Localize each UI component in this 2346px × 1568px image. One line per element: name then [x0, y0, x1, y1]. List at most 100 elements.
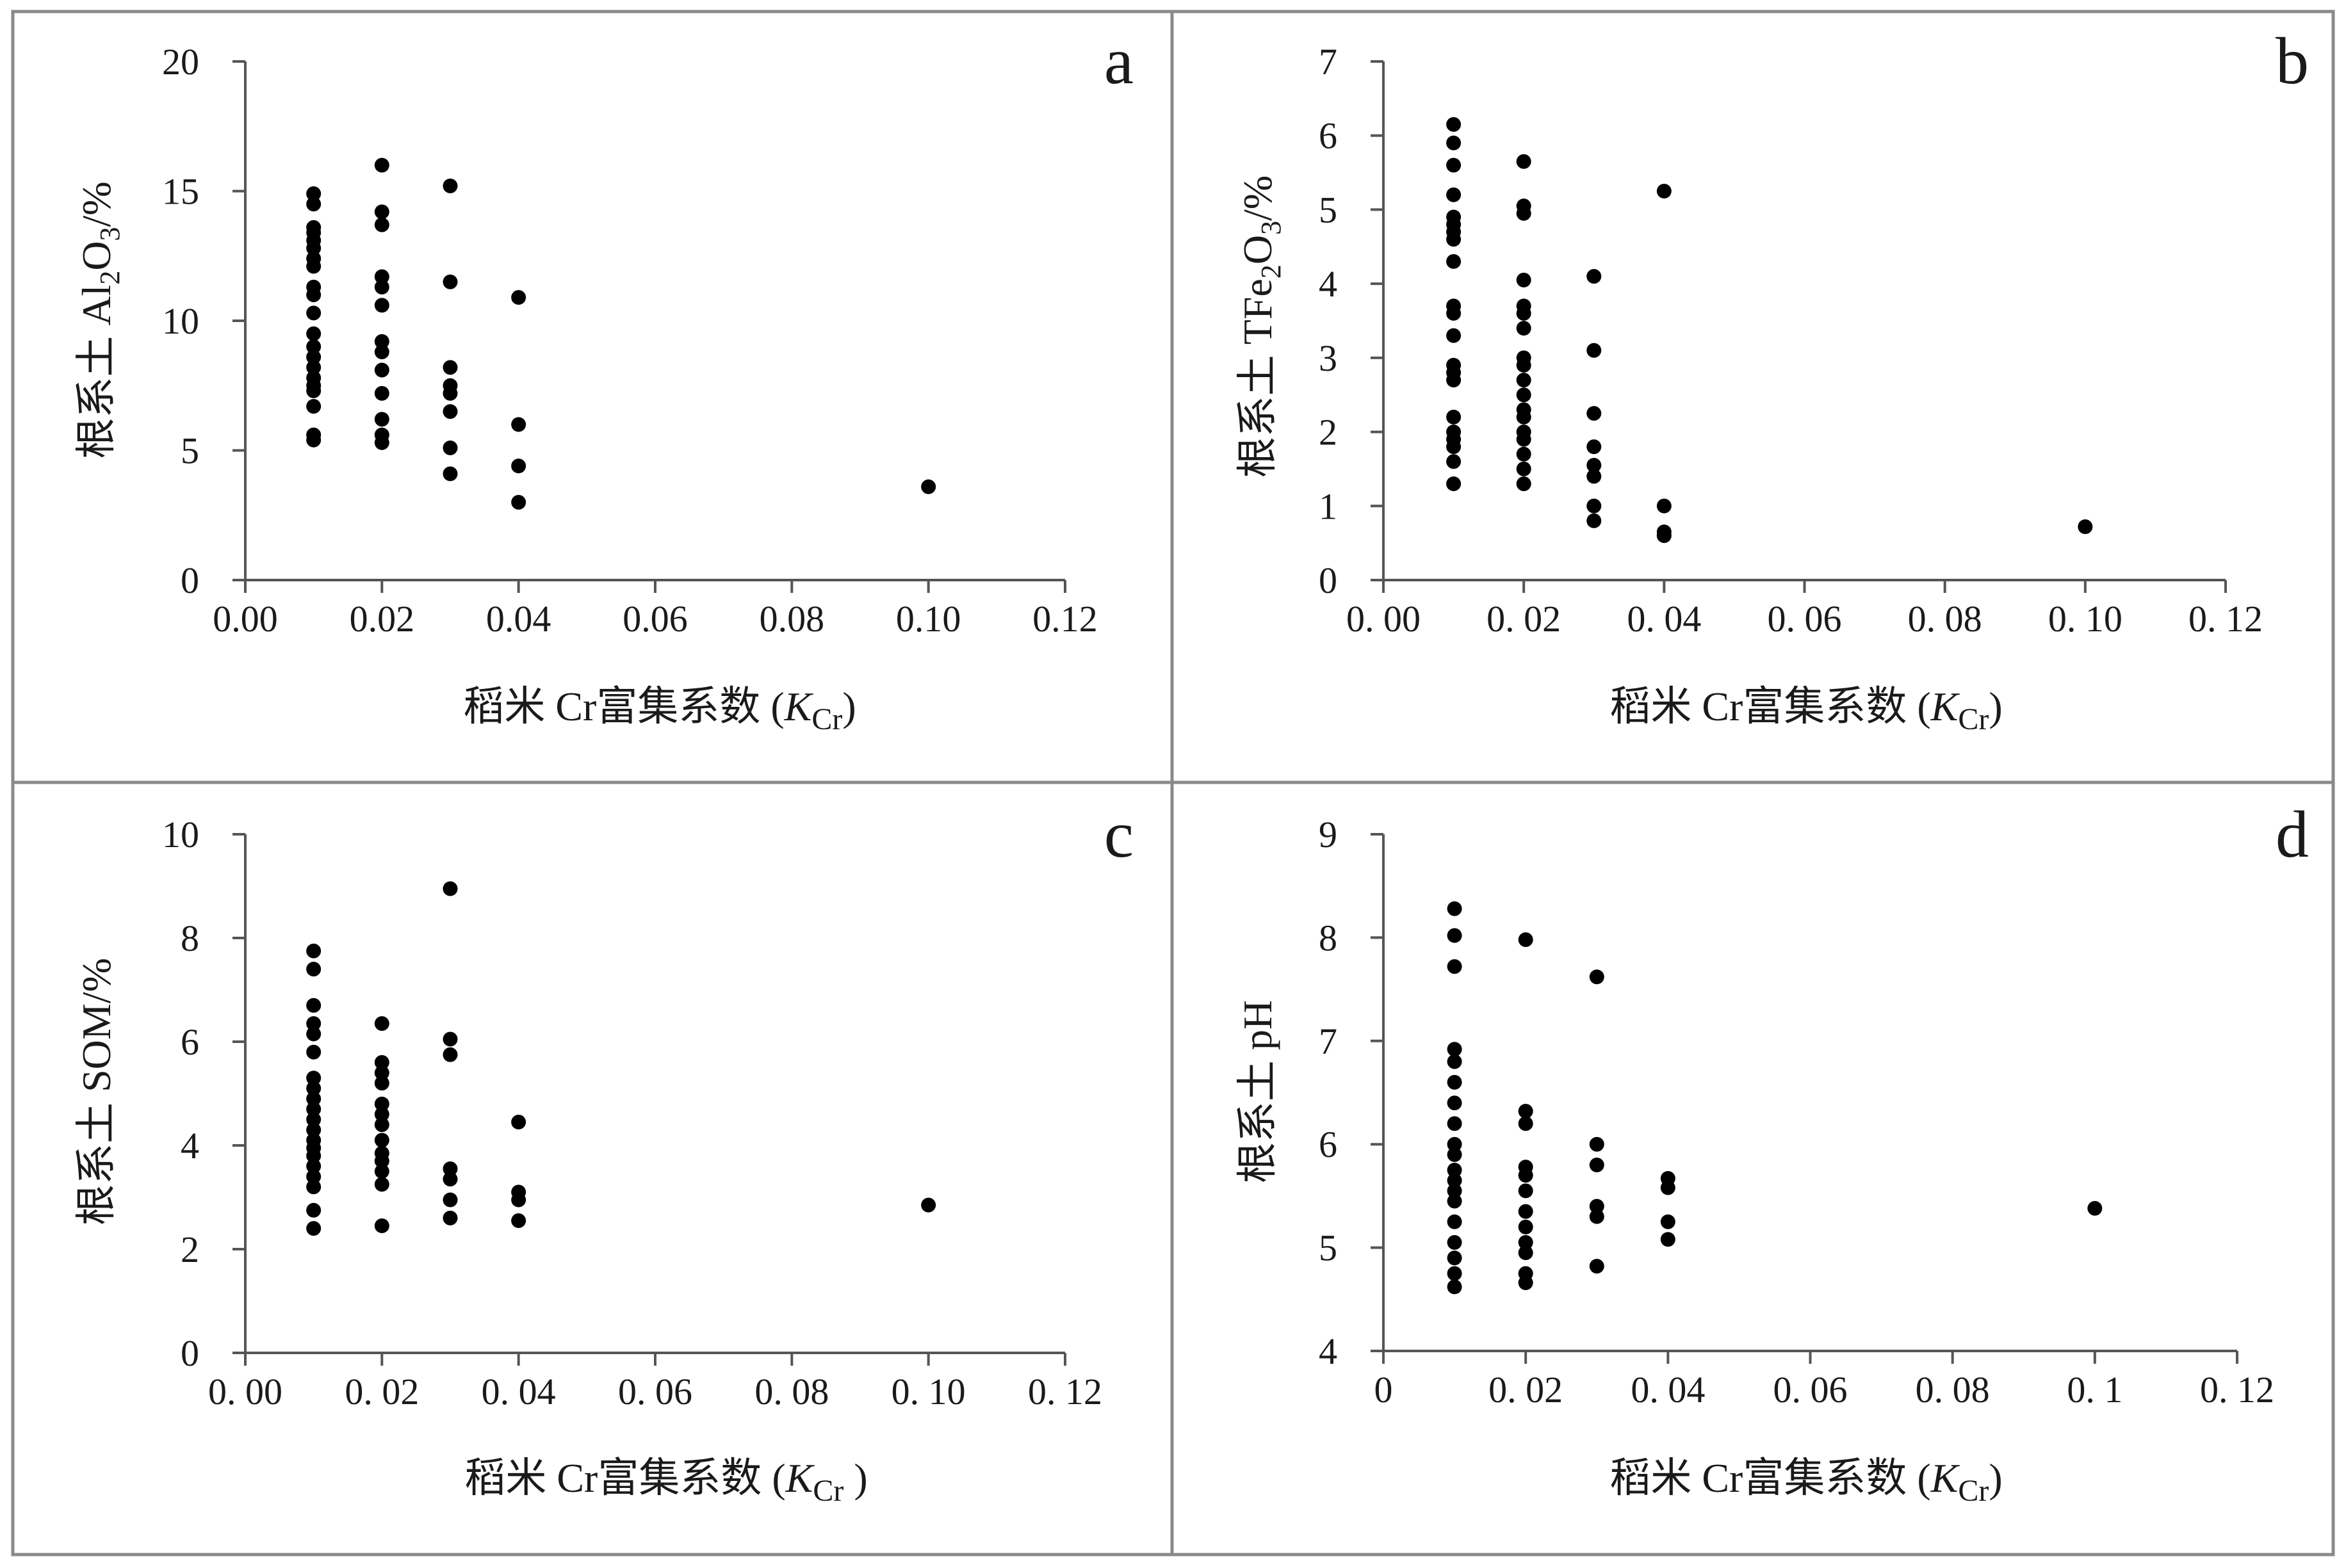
data-point: [511, 290, 526, 305]
data-point: [1586, 469, 1602, 484]
data-point: [443, 440, 458, 455]
x-axis-label: 稻米 Cr富集系数 (KCr): [463, 684, 856, 736]
x-tick-label: 0. 12: [2188, 598, 2263, 640]
data-point: [306, 287, 322, 302]
x-axis-label: 稻米 Cr富集系数 (KCr): [1609, 684, 2002, 736]
data-point: [306, 1158, 322, 1174]
data-point: [374, 217, 389, 232]
data-point: [443, 1047, 458, 1062]
data-point: [1518, 1183, 1533, 1199]
x-tick-label: 0.08: [760, 598, 825, 640]
data-point: [1516, 305, 1531, 321]
data-point: [1447, 1173, 1462, 1188]
y-tick-label: 5: [1319, 1227, 1337, 1269]
data-point: [306, 1148, 322, 1163]
y-axis-label-subscript: 2: [1255, 264, 1287, 279]
y-tick-label: 15: [162, 171, 199, 213]
x-tick-label: 0. 04: [1631, 1369, 1705, 1410]
data-point: [1447, 1235, 1462, 1250]
data-point: [1586, 406, 1602, 421]
y-tick-label: 10: [162, 300, 199, 342]
data-point: [443, 466, 458, 481]
y-tick-label: 0: [181, 1332, 199, 1374]
data-point: [374, 1133, 389, 1148]
x-tick-label: 0. 02: [1487, 598, 1561, 640]
data-point: [921, 1197, 936, 1213]
data-point: [374, 1117, 389, 1133]
y-tick-label: 2: [1319, 412, 1337, 453]
y-tick-label: 5: [181, 430, 199, 472]
data-point: [374, 269, 389, 284]
data-point: [1447, 1054, 1462, 1069]
data-point: [1447, 1042, 1462, 1057]
panel-a: 0 5 10 15 20 0.00 0.02 0.04 0.06 0.08 0.10 0.12 a 根系土…: [74, 24, 1134, 736]
data-point: [306, 1071, 322, 1086]
data-point: [1516, 272, 1531, 287]
data-point: [374, 1065, 389, 1081]
data-point: [1516, 321, 1531, 336]
data-point: [511, 1213, 526, 1228]
x-axis-label-text: 稻米 Cr富集系数 (: [464, 1455, 785, 1501]
y-tick-label: 7: [1319, 41, 1337, 83]
x-tick-label: 0. 06: [1773, 1369, 1848, 1410]
y-tick-label: 4: [1319, 1330, 1337, 1372]
data-point: [1586, 498, 1602, 513]
data-point: [1518, 1245, 1533, 1261]
x-tick-label: 0. 1: [2067, 1369, 2122, 1410]
data-point: [306, 241, 322, 256]
data-point: [374, 1096, 389, 1111]
data-point: [374, 334, 389, 349]
data-point: [443, 404, 458, 419]
data-point: [1586, 513, 1602, 528]
data-point: [1446, 254, 1462, 269]
data-point: [1518, 1219, 1533, 1234]
x-axis-label-subscript: Cr: [1958, 1474, 1989, 1508]
data-point: [1656, 498, 1672, 513]
data-point: [1447, 1116, 1462, 1131]
data-point: [306, 399, 322, 414]
data-point: [306, 1081, 322, 1096]
panel-d: 4 5 6 7 8 9 0 0. 02 0. 04 0. 06 0. 08 0. 1 0. 12 d 根系土…: [1235, 798, 2309, 1508]
x-tick-label: 0. 06: [618, 1371, 692, 1412]
data-point: [1516, 206, 1531, 221]
x-axis-label-text: 稻米 Cr富集系数 (: [1609, 684, 1930, 729]
y-tick-label: 9: [1319, 814, 1337, 855]
y-tick-label: 0: [181, 560, 199, 601]
x-axis-label-subscript: Cr: [1958, 702, 1989, 736]
data-point: [1446, 187, 1462, 202]
data-point: [2078, 519, 2093, 535]
x-tick-label: 0. 08: [754, 1371, 829, 1412]
data-point: [1447, 1214, 1462, 1229]
y-tick-label: 7: [1319, 1021, 1337, 1062]
data-point: [1586, 343, 1602, 358]
data-point: [374, 158, 389, 173]
x-axis-label-subscript: Cr: [813, 1474, 843, 1508]
data-point: [1446, 305, 1462, 321]
data-point: [374, 1177, 389, 1192]
y-tick-label: 1: [1319, 485, 1337, 527]
data-point: [306, 360, 322, 375]
x-tick-label: 0. 10: [2048, 598, 2122, 640]
data-point: [306, 339, 322, 354]
data-point: [1516, 373, 1531, 388]
data-point: [443, 1161, 458, 1176]
data-point: [511, 417, 526, 432]
y-tick-label: 4: [1319, 263, 1337, 305]
data-point: [306, 943, 322, 958]
data-point: [1446, 158, 1462, 173]
data-point: [374, 204, 389, 220]
x-axis-label-symbol: K: [784, 684, 814, 729]
data-point: [374, 412, 389, 427]
data-point: [1589, 1157, 1604, 1172]
y-axis-label-text: 根系土 TFe: [1235, 279, 1280, 478]
y-axis-label-text: /%: [1235, 175, 1280, 221]
data-point: [374, 385, 389, 401]
data-point: [1447, 1193, 1462, 1209]
y-tick-label: 8: [181, 917, 199, 959]
data-point: [306, 1169, 322, 1184]
data-point: [1446, 373, 1462, 388]
x-tick-label: 0. 10: [892, 1371, 966, 1412]
data-point: [374, 362, 389, 378]
data-point: [306, 1112, 322, 1127]
data-point: [1447, 1136, 1462, 1152]
